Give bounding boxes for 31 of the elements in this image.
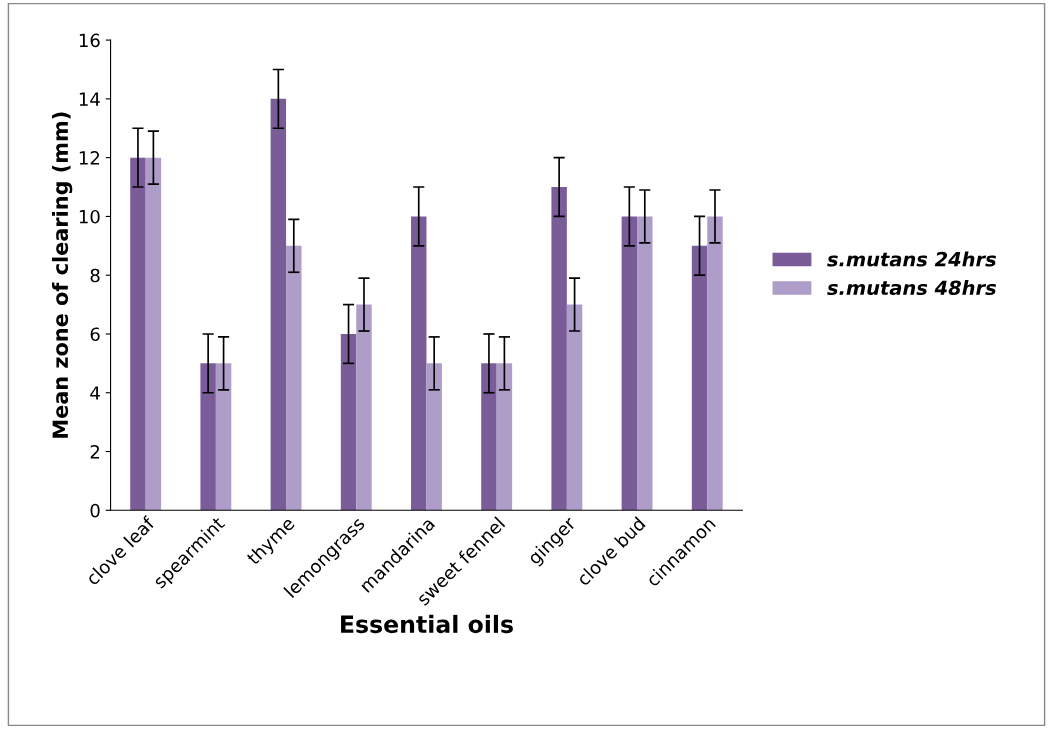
- bar: [411, 216, 427, 511]
- y-tick-label: 0: [90, 503, 100, 518]
- bar: [270, 98, 287, 511]
- legend-label: s.mutans 24hrs: [827, 251, 996, 267]
- bar: [496, 363, 513, 511]
- bar: [426, 363, 442, 511]
- y-axis-title: Mean zone of clearing (mm): [51, 112, 73, 438]
- y-tick-label: 16: [79, 33, 100, 48]
- y-tick-label: 6: [90, 327, 100, 342]
- x-axis-title: Essential oils: [341, 614, 513, 634]
- bar: [691, 245, 708, 511]
- y-tick-label: 8: [90, 268, 100, 283]
- bar: [130, 157, 146, 511]
- bar: [566, 304, 583, 511]
- y-tick-label: 12: [79, 151, 100, 165]
- y-tick-label: 10: [79, 209, 100, 224]
- y-tick-label: 2: [90, 444, 100, 459]
- bar: [200, 363, 216, 511]
- legend-label: s.mutans 48hrs: [827, 280, 996, 296]
- bar: [286, 245, 302, 511]
- y-tick-label: 14: [79, 92, 100, 106]
- bar: [215, 363, 232, 511]
- bar: [637, 216, 653, 511]
- bar: [707, 216, 723, 511]
- y-tick-label: 4: [90, 386, 100, 400]
- bar: [481, 363, 497, 511]
- bar: [356, 304, 372, 511]
- bar: [340, 333, 357, 511]
- bar: [145, 157, 162, 511]
- bar: [551, 187, 567, 511]
- bar: [621, 216, 638, 511]
